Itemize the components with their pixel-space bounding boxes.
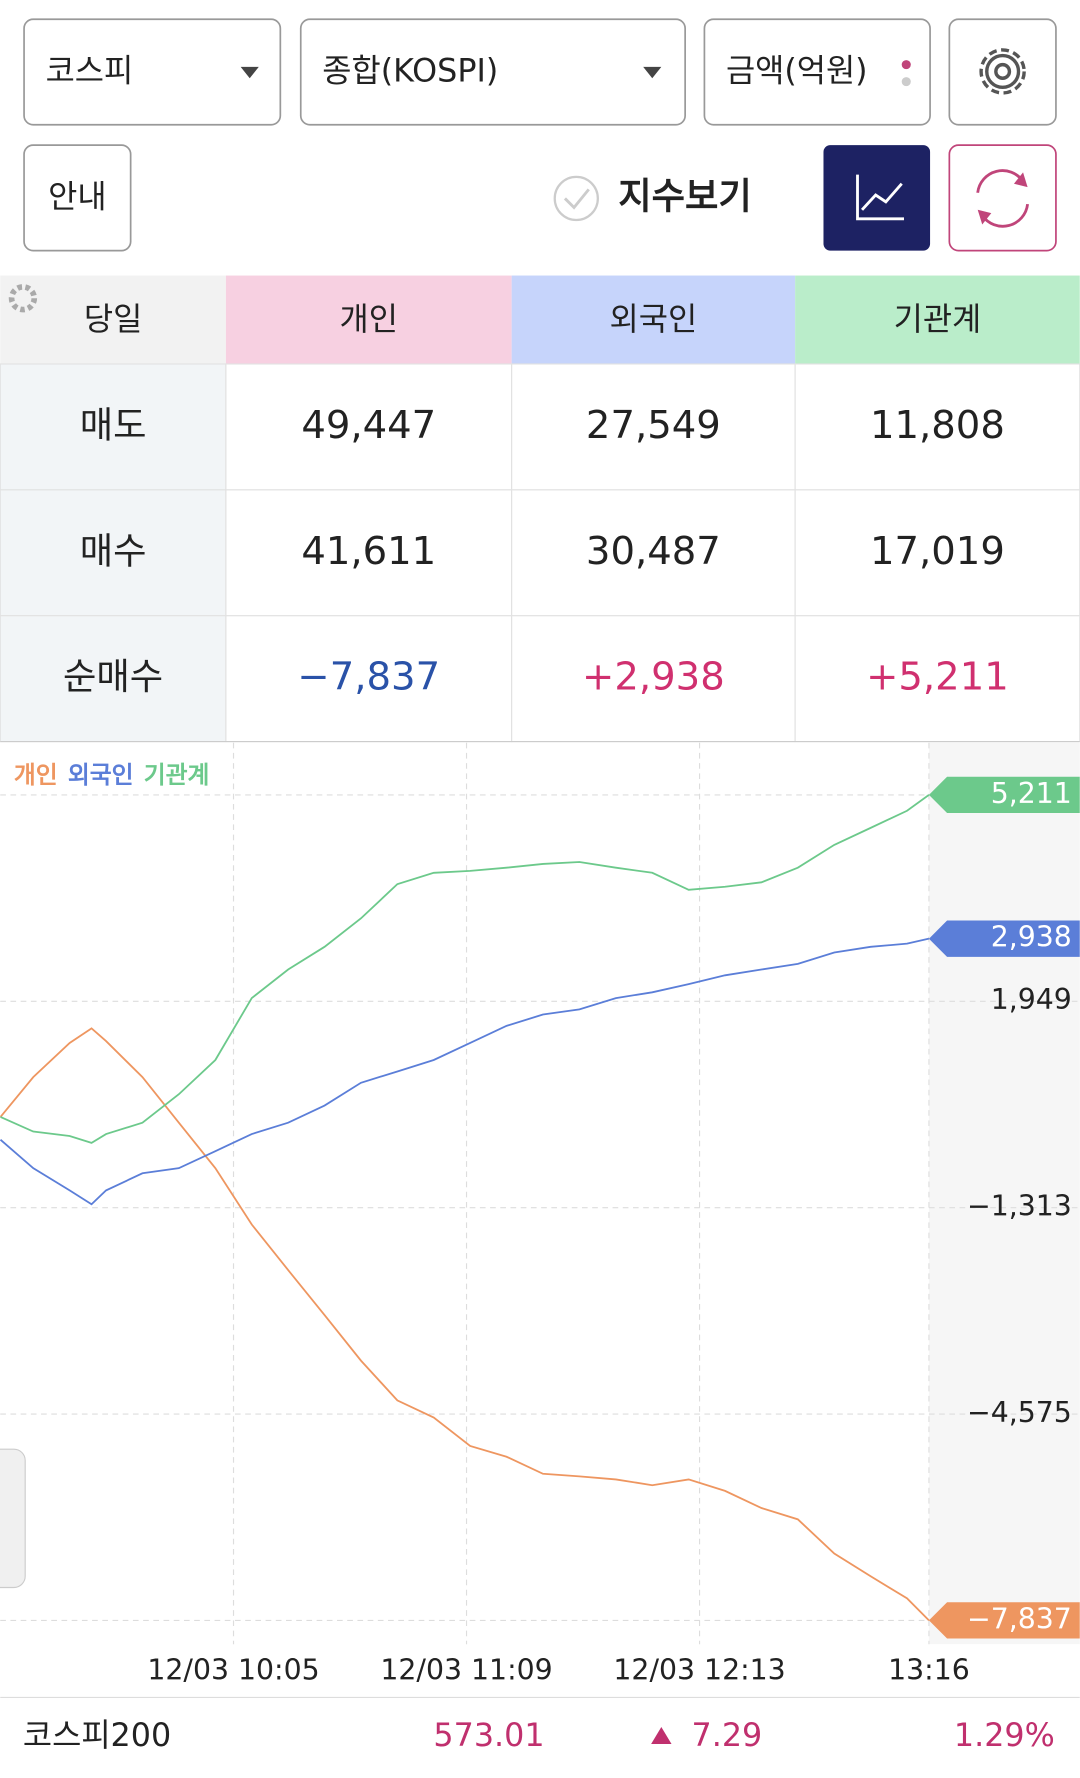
cell bbox=[511, 363, 796, 491]
header-cell bbox=[795, 275, 1080, 364]
x-tick-label: 12/03 12:13 bbox=[613, 1653, 785, 1686]
market-text: 코스피 bbox=[46, 54, 134, 90]
series-line bbox=[0, 1027, 930, 1622]
cell bbox=[794, 615, 1080, 743]
row-label-cell bbox=[0, 615, 227, 743]
cell bbox=[225, 363, 513, 491]
show-index-text: 지수보기 bbox=[618, 174, 751, 217]
y-tick-label: −1,313 bbox=[967, 1190, 1072, 1223]
header-cell bbox=[225, 275, 512, 364]
footer: 코스피200 573.01 7.29 1.29% bbox=[23, 1718, 1055, 1754]
side-handle[interactable] bbox=[0, 1448, 26, 1589]
series-line bbox=[0, 794, 930, 1144]
legend-label: 기관계 bbox=[144, 761, 210, 789]
cell-text: +5,211 bbox=[866, 655, 1009, 700]
cell bbox=[511, 489, 796, 617]
row-label-cell bbox=[0, 363, 227, 491]
end-badge bbox=[928, 1602, 1080, 1639]
header-text: 기관계 bbox=[894, 302, 982, 338]
x-tick-label: 13:16 bbox=[888, 1653, 970, 1686]
footer-rate: 1.29% bbox=[954, 1718, 1055, 1754]
chart-view-button[interactable] bbox=[823, 145, 931, 251]
series-line bbox=[0, 937, 930, 1206]
row-label: 순매수 bbox=[63, 655, 163, 698]
cell-text: 11,808 bbox=[870, 403, 1005, 448]
cell-text: +2,938 bbox=[582, 655, 725, 700]
header-text: 당일 bbox=[84, 302, 142, 338]
end-label: 5,211 bbox=[991, 777, 1072, 810]
guide-text: 안내 bbox=[48, 179, 106, 215]
axis-label-area bbox=[928, 742, 1080, 1645]
cell-text: 49,447 bbox=[301, 403, 436, 448]
cell-text: 27,549 bbox=[586, 403, 721, 448]
end-badge bbox=[928, 920, 1080, 957]
y-tick-label: 1,949 bbox=[991, 983, 1072, 1016]
show-index-toggle[interactable]: 지수보기 bbox=[553, 174, 752, 222]
end-label: 2,938 bbox=[991, 921, 1072, 954]
settings-button[interactable] bbox=[948, 18, 1057, 126]
row-label-cell bbox=[0, 489, 227, 617]
chart: 1,949 −1,313 −4,575 12/03 10:05 12/03 11:09 1… bbox=[0, 742, 1080, 1686]
cell bbox=[511, 615, 796, 743]
index-select[interactable]: 종합(KOSPI) bbox=[299, 18, 686, 126]
cell bbox=[225, 615, 513, 743]
footer-price: 573.01 bbox=[433, 1718, 544, 1754]
cell-text: 17,019 bbox=[870, 529, 1005, 574]
footer-name: 코스피200 bbox=[23, 1718, 171, 1754]
table-settings-icon bbox=[8, 284, 38, 313]
header-text: 개인 bbox=[340, 302, 398, 338]
footer-change: 7.29 bbox=[692, 1718, 763, 1754]
refresh-button[interactable] bbox=[948, 144, 1057, 252]
row-label: 매도 bbox=[80, 403, 147, 446]
guide-button[interactable]: 안내 bbox=[23, 144, 132, 252]
market-select[interactable]: 코스피 bbox=[23, 18, 282, 126]
cell-text: 41,611 bbox=[301, 529, 436, 574]
cell bbox=[225, 489, 513, 617]
y-tick-label: −4,575 bbox=[967, 1396, 1072, 1429]
cell-text: −7,837 bbox=[297, 655, 440, 700]
x-tick-label: 12/03 10:05 bbox=[147, 1653, 319, 1686]
cell-text: 30,487 bbox=[586, 529, 721, 574]
end-badge bbox=[928, 776, 1080, 814]
cell bbox=[794, 489, 1080, 617]
legend-label: 개인 bbox=[14, 761, 58, 789]
up-arrow bbox=[651, 1726, 672, 1744]
x-tick-label: 12/03 11:09 bbox=[380, 1653, 552, 1686]
header-cell bbox=[511, 275, 796, 364]
header-text: 외국인 bbox=[610, 302, 698, 338]
unit-select[interactable]: 금액(억원) bbox=[703, 18, 931, 126]
row-label: 매수 bbox=[80, 529, 147, 572]
legend-label: 외국인 bbox=[68, 761, 134, 789]
unit-text: 금액(억원) bbox=[726, 54, 868, 90]
index-text: 종합(KOSPI) bbox=[322, 54, 498, 90]
end-label: −7,837 bbox=[967, 1602, 1072, 1635]
header-cell bbox=[0, 275, 226, 364]
